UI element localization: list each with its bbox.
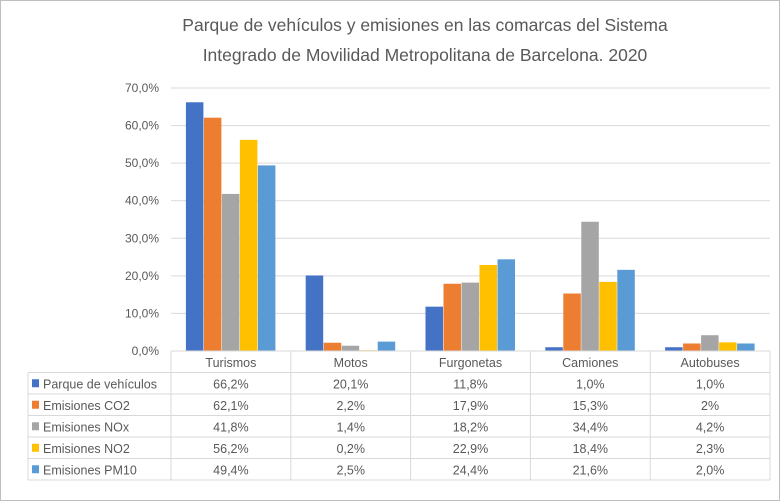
data-value: 2,2% xyxy=(336,399,365,413)
data-value: 41,8% xyxy=(213,420,248,434)
bar-parque-de-vehículos xyxy=(665,347,683,351)
chart-title-line-2: Integrado de Movilidad Metropolitana de … xyxy=(203,45,648,65)
data-value: 20,1% xyxy=(333,377,368,391)
category-label: Camiones xyxy=(562,356,618,370)
data-value: 21,6% xyxy=(573,463,608,477)
y-tick-label: 20,0% xyxy=(125,269,159,283)
bar-emisiones-pm10 xyxy=(377,341,396,351)
bar-parque-de-vehículos xyxy=(185,102,204,351)
y-tick-label: 60,0% xyxy=(125,119,159,133)
bar-emisiones-co2 xyxy=(563,293,581,351)
bar-emisiones-nox xyxy=(221,193,240,351)
bar-emisiones-pm10 xyxy=(617,269,635,351)
bar-emisiones-pm10 xyxy=(497,259,515,351)
data-value: 11,8% xyxy=(453,377,488,391)
data-value: 18,4% xyxy=(573,442,608,456)
data-value: 1,4% xyxy=(336,420,365,434)
data-value: 22,9% xyxy=(453,442,488,456)
bar-emisiones-nox xyxy=(461,282,479,351)
bar-emisiones-nox xyxy=(701,335,719,351)
data-value: 2,3% xyxy=(696,442,725,456)
bar-emisiones-pm10 xyxy=(737,343,755,351)
legend-key xyxy=(32,379,39,388)
bar-emisiones-co2 xyxy=(203,117,222,351)
data-value: 1,0% xyxy=(576,377,605,391)
legend-key xyxy=(32,400,39,409)
legend-key xyxy=(32,465,39,474)
y-tick-label: 30,0% xyxy=(125,231,159,245)
category-label: Autobuses xyxy=(681,356,740,370)
legend-label: Emisiones CO2 xyxy=(43,399,130,413)
data-value: 15,3% xyxy=(573,399,608,413)
category-label: Motos xyxy=(334,356,368,370)
legend-label: Parque de vehículos xyxy=(43,377,157,391)
bar-parque-de-vehículos xyxy=(425,306,443,351)
bar-emisiones-no2 xyxy=(599,281,617,351)
legend-key xyxy=(32,443,39,452)
data-value: 2% xyxy=(701,399,719,413)
category-label: Furgonetas xyxy=(439,356,502,370)
data-value: 0,2% xyxy=(336,442,365,456)
data-value: 49,4% xyxy=(213,463,248,477)
data-value: 56,2% xyxy=(213,442,248,456)
category-label: Turismos xyxy=(205,356,256,370)
bar-parque-de-vehículos xyxy=(545,347,563,351)
data-value: 4,2% xyxy=(696,420,725,434)
legend-label: Emisiones NO2 xyxy=(43,442,130,456)
chart-title-line-1: Parque de vehículos y emisiones en las c… xyxy=(182,15,668,35)
data-value: 2,0% xyxy=(696,463,725,477)
bar-parque-de-vehículos xyxy=(305,275,324,351)
bar-emisiones-no2 xyxy=(479,264,497,351)
bar-emisiones-nox xyxy=(581,221,599,351)
y-tick-label: 70,0% xyxy=(125,81,159,95)
legend-key xyxy=(32,422,39,431)
legend-label: Emisiones NOx xyxy=(43,420,130,434)
bar-emisiones-nox xyxy=(341,345,360,351)
data-value: 2,5% xyxy=(336,463,365,477)
data-value: 62,1% xyxy=(213,399,248,413)
data-value: 18,2% xyxy=(453,420,488,434)
bar-emisiones-co2 xyxy=(683,343,701,351)
data-value: 1,0% xyxy=(696,377,725,391)
legend-label: Emisiones PM10 xyxy=(43,463,137,477)
bar-emisiones-no2 xyxy=(239,139,258,351)
y-tick-label: 40,0% xyxy=(125,194,159,208)
data-value: 17,9% xyxy=(453,399,488,413)
data-value: 34,4% xyxy=(573,420,608,434)
y-tick-label: 50,0% xyxy=(125,156,159,170)
data-value: 24,4% xyxy=(453,463,488,477)
bar-emisiones-no2 xyxy=(719,342,737,351)
bar-emisiones-pm10 xyxy=(257,165,276,351)
bar-emisiones-co2 xyxy=(443,283,461,351)
y-tick-label: 10,0% xyxy=(125,306,159,320)
y-tick-label: 0,0% xyxy=(132,344,160,358)
data-value: 66,2% xyxy=(213,377,248,391)
bar-emisiones-co2 xyxy=(323,342,342,351)
